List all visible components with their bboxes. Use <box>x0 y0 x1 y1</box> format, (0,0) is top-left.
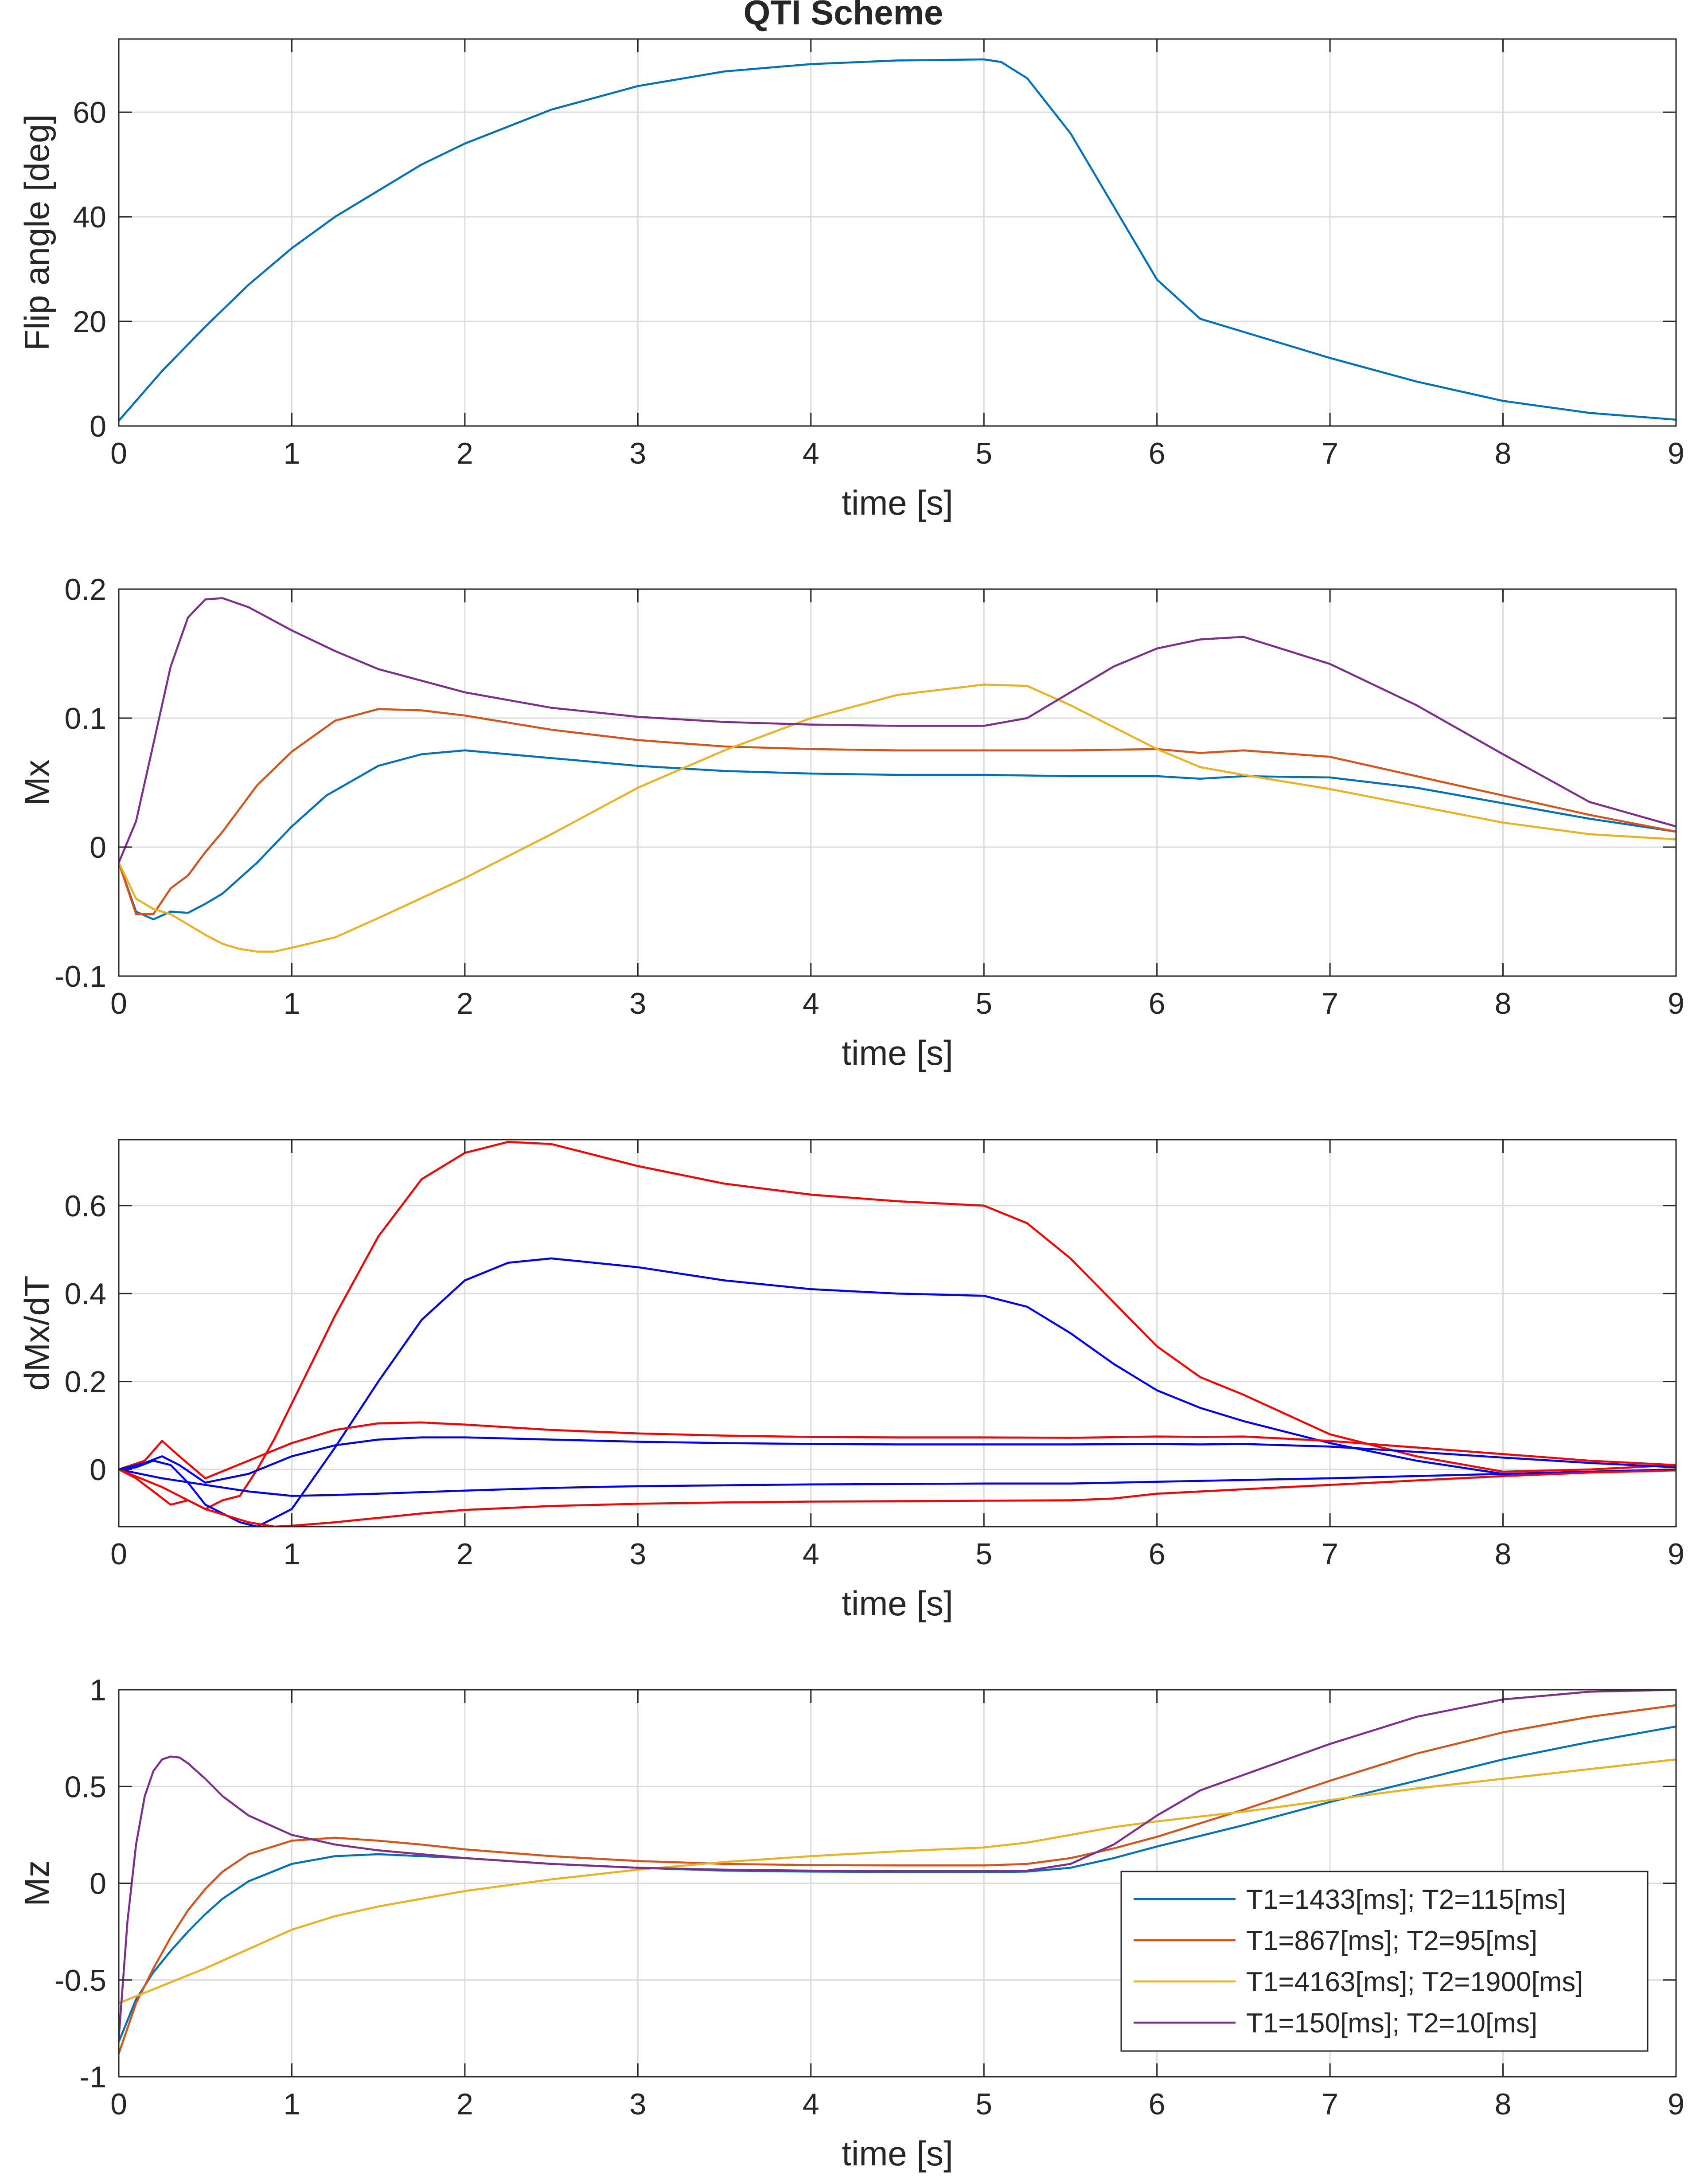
y-axis-label: dMx/dT <box>17 1275 56 1391</box>
x-tick-label: 4 <box>803 1537 819 1571</box>
x-tick-label: 5 <box>975 437 992 470</box>
axes-box <box>118 1139 1677 1528</box>
x-axis-label: time [s] <box>842 483 953 522</box>
series-line-2 <box>119 1257 1676 1527</box>
x-tick-label: 2 <box>456 1537 473 1571</box>
x-tick-label: 3 <box>629 1537 646 1571</box>
series-line-4 <box>119 597 1676 863</box>
y-tick-label: 1 <box>90 1673 106 1707</box>
series-line-5 <box>119 1468 1676 1497</box>
x-tick-label: 6 <box>1149 2087 1166 2121</box>
x-tick-label: 3 <box>629 2087 646 2121</box>
y-tick-label: -1 <box>80 2060 106 2094</box>
x-tick-label: 0 <box>110 2087 127 2121</box>
y-tick-label: 0.4 <box>64 1277 106 1311</box>
x-tick-label: 5 <box>975 987 992 1020</box>
x-tick-label: 1 <box>284 2087 300 2121</box>
chart-1: 0 1 2 3 4 5 6 7 8 9 0 20 40 60 time [s] Flip angle [deg… <box>17 38 1684 522</box>
legend-label-3: T1=4163[ms]; T2=1900[ms] <box>1246 1967 1583 1997</box>
chart-4: 0 1 2 3 4 5 6 7 8 9 -1 -0.5 0 0.5 1 time [s] Mz T1=1433[m… <box>17 1673 1684 2173</box>
series-line-3 <box>119 1758 1676 2004</box>
x-tick-label: 7 <box>1322 987 1338 1020</box>
series-line-6 <box>119 1468 1676 1527</box>
y-tick-label: 0.1 <box>64 702 106 735</box>
x-tick-label: 0 <box>110 987 127 1020</box>
y-tick-label: -0.5 <box>55 1964 106 1997</box>
legend: T1=1433[ms]; T2=115[ms] T1=867[ms]; T2=95… <box>1120 1871 1649 2052</box>
series-line-1 <box>119 1141 1676 1510</box>
x-tick-label: 0 <box>110 1537 127 1571</box>
series-line-2 <box>119 1704 1676 2054</box>
x-tick-label: 7 <box>1322 437 1338 470</box>
x-tick-label: 2 <box>456 437 473 470</box>
y-tick-label: 0 <box>90 831 106 864</box>
x-tick-label: 9 <box>1668 1537 1684 1571</box>
x-axis-label: time [s] <box>842 1584 953 1623</box>
x-tick-label: 6 <box>1149 987 1166 1020</box>
y-tick-label: 0 <box>90 1867 106 1901</box>
x-axis-label: time [s] <box>842 1033 953 1072</box>
legend-label-4: T1=150[ms]; T2=10[ms] <box>1246 2008 1537 2039</box>
x-tick-label: 8 <box>1495 437 1512 470</box>
x-tick-label: 4 <box>803 437 819 470</box>
x-tick-label: 8 <box>1495 987 1512 1020</box>
x-tick-label: 7 <box>1322 2087 1338 2121</box>
y-tick-label: 0.6 <box>64 1189 106 1223</box>
axes-box <box>118 38 1677 427</box>
series-line-2 <box>119 708 1676 915</box>
x-tick-label: 9 <box>1668 987 1684 1020</box>
y-axis-label: Flip angle [deg] <box>17 114 56 351</box>
x-tick-label: 7 <box>1322 1537 1338 1571</box>
figure-title: QTI Scheme <box>744 0 943 32</box>
y-axis-label: Mz <box>17 1860 56 1907</box>
x-tick-label: 9 <box>1668 437 1684 470</box>
chart-3: 0 1 2 3 4 5 6 7 8 9 0 0.2 0.4 0.6 time [s] dMx/dT <box>17 1139 1684 1623</box>
x-tick-label: 1 <box>284 987 300 1020</box>
y-tick-label: 20 <box>73 305 106 339</box>
series-line-4 <box>119 1690 1676 2038</box>
series-line-3 <box>119 1421 1676 1480</box>
legend-box <box>1120 1871 1649 2052</box>
axes-box <box>118 588 1677 977</box>
x-tick-label: 4 <box>803 2087 819 2121</box>
x-tick-label: 3 <box>629 437 646 470</box>
x-tick-label: 8 <box>1495 2087 1512 2121</box>
x-tick-label: 9 <box>1668 2087 1684 2121</box>
legend-label-2: T1=867[ms]; T2=95[ms] <box>1246 1926 1537 1956</box>
y-tick-label: 60 <box>73 96 106 129</box>
x-tick-label: 4 <box>803 987 819 1020</box>
x-tick-label: 2 <box>456 987 473 1020</box>
series-line-1 <box>119 58 1676 422</box>
x-tick-label: 5 <box>975 2087 992 2121</box>
y-tick-label: -0.1 <box>55 960 106 993</box>
series-line-3 <box>119 684 1676 953</box>
y-tick-label: 0.5 <box>64 1770 106 1804</box>
x-tick-label: 0 <box>110 437 127 470</box>
y-tick-label: 0.2 <box>64 573 106 606</box>
series-line-1 <box>119 749 1676 921</box>
series-line-4 <box>119 1436 1676 1484</box>
y-tick-label: 0 <box>90 410 106 443</box>
x-tick-label: 5 <box>975 1537 992 1571</box>
x-tick-label: 8 <box>1495 1537 1512 1571</box>
x-tick-label: 6 <box>1149 1537 1166 1571</box>
y-tick-label: 0.2 <box>64 1365 106 1399</box>
y-tick-label: 0 <box>90 1453 106 1487</box>
legend-label-1: T1=1433[ms]; T2=115[ms] <box>1246 1884 1566 1915</box>
y-tick-label: 40 <box>73 200 106 234</box>
x-tick-label: 6 <box>1149 437 1166 470</box>
x-tick-label: 2 <box>456 2087 473 2121</box>
x-tick-label: 1 <box>284 1537 300 1571</box>
x-tick-label: 3 <box>629 987 646 1020</box>
y-axis-label: Mx <box>17 760 56 806</box>
x-axis-label: time [s] <box>842 2134 953 2173</box>
x-tick-label: 1 <box>284 437 300 470</box>
